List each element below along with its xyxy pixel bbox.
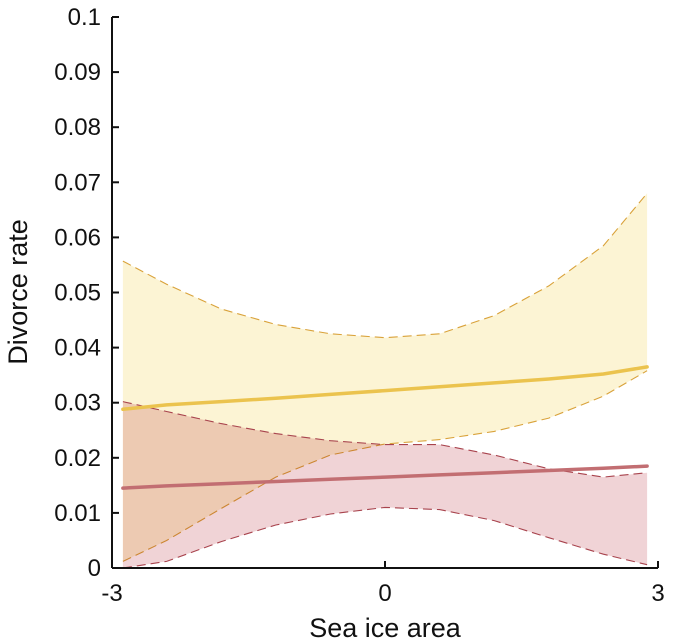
y-tick-label: 0.1: [68, 4, 101, 31]
y-tick-label: 0.09: [54, 59, 101, 86]
y-tick-label: 0.08: [54, 114, 101, 141]
confidence-bands: [122, 192, 648, 569]
confidence-band-2: [122, 401, 648, 568]
y-axis-ticks: 0 0.01 0.02 0.03 0.04 0.05 0.06 0.07 0.08 0.09 0.1: [54, 4, 119, 582]
y-tick-label: 0.04: [54, 335, 101, 362]
y-tick-label: 0: [88, 555, 101, 582]
y-tick-label: 0.03: [54, 390, 101, 417]
x-tick-label: -3: [101, 580, 122, 607]
band-upper-edge-1: [122, 192, 648, 339]
y-tick-label: 0.06: [54, 224, 101, 251]
y-tick-label: 0.07: [54, 169, 101, 196]
trend-lines: [121, 365, 649, 490]
y-tick-label: 0.05: [54, 280, 101, 307]
x-tick-label: 3: [651, 580, 664, 607]
y-axis-title: Divorce rate: [3, 219, 33, 365]
band-lower-edge-2: [122, 506, 648, 569]
y-tick-label: 0.02: [54, 445, 101, 472]
x-tick-label: 0: [378, 580, 391, 607]
x-axis-ticks: -3 0 3: [101, 561, 665, 607]
trend-line-2: [121, 464, 649, 490]
band-upper-edge-2: [122, 401, 648, 478]
trend-line-1: [121, 365, 649, 412]
x-axis-title: Sea ice area: [309, 613, 462, 643]
y-tick-label: 0.01: [54, 500, 101, 527]
